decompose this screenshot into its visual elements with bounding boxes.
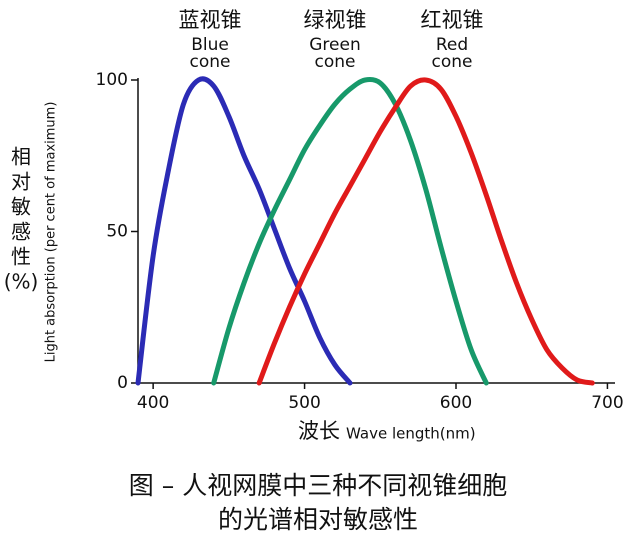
x-tick-label: 400: [137, 393, 169, 413]
caption: 图 – 人视网膜中三种不同视锥细胞: [129, 471, 507, 500]
y-tick-label: 50: [106, 222, 128, 242]
x-tick-label: 600: [440, 393, 472, 413]
y-tick-label: 0: [117, 373, 128, 393]
y-tick-label: 100: [96, 70, 128, 90]
y-axis-label: Light absorption (per cent of maximum): [44, 102, 59, 363]
series-label-en: Green: [309, 35, 360, 55]
series-label-en: Red: [436, 35, 468, 55]
series-label-en: cone: [432, 52, 473, 72]
y-axis-label-cn: 敏: [11, 195, 31, 219]
curve: [211, 76, 489, 386]
series-label: 红视锥: [421, 8, 484, 32]
y-axis-label-cn: 对: [11, 170, 31, 194]
y-axis-label-cn: (%): [4, 270, 39, 294]
y-axis-label-cn: 相: [11, 145, 31, 169]
curve: [256, 77, 595, 386]
curve: [135, 76, 353, 386]
x-axis-label: Wave length(nm): [346, 425, 476, 443]
series-label: 绿视锥: [304, 8, 367, 32]
y-axis-label-cn: 感: [11, 220, 31, 244]
x-tick-label: 700: [591, 393, 623, 413]
series-label-en: cone: [315, 52, 356, 72]
caption: 的光谱相对敏感性: [218, 505, 418, 534]
x-axis-label-cn: 波长: [298, 419, 340, 443]
y-axis-label-cn: 性: [11, 245, 31, 269]
series-label-en: cone: [190, 52, 231, 72]
series-label-en: Blue: [191, 35, 229, 55]
x-tick-label: 500: [288, 393, 320, 413]
series-label: 蓝视锥: [179, 8, 242, 32]
